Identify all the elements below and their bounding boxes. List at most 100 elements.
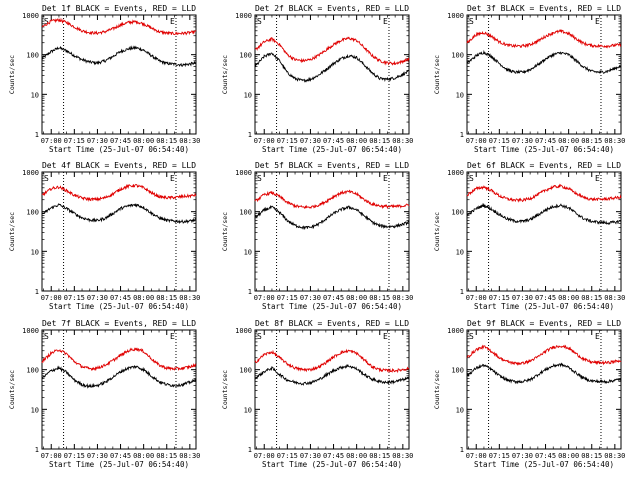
y-tick-label: 1000 [447, 327, 464, 335]
y-tick-label: 100 [239, 209, 252, 217]
y-tick-label: 1 [460, 288, 464, 296]
x-tick-label: 07:00 [466, 294, 487, 302]
panel-title: Det 6f BLACK = Events, RED = LLD [467, 161, 621, 170]
y-tick-label: 1000 [235, 327, 252, 335]
panel-6: Det 6f BLACK = Events, RED = LLD 1 10 100 10… [433, 161, 625, 311]
lld-series-line [41, 17, 197, 36]
x-axis-label: Start Time (25-Jul-07 06:54:40) [474, 302, 614, 311]
start-marker: S [44, 332, 49, 341]
y-tick-label: 1 [35, 131, 39, 139]
x-tick-label: 07:00 [466, 452, 487, 460]
x-tick-label: 08:30 [604, 137, 625, 145]
start-marker: S [257, 17, 262, 26]
x-tick-label: 07:15 [64, 137, 85, 145]
start-marker: S [44, 17, 49, 26]
events-series-line [466, 49, 622, 75]
x-tick-label: 07:15 [277, 294, 298, 302]
panel-title: Det 7f BLACK = Events, RED = LLD [42, 319, 196, 328]
plot-frame [41, 329, 197, 450]
y-tick-label: 100 [451, 52, 464, 60]
end-marker: E [170, 17, 175, 26]
x-axis-label: Start Time (25-Jul-07 06:54:40) [262, 145, 402, 154]
x-tick-label: 07:15 [64, 452, 85, 460]
panel-title: Det 3f BLACK = Events, RED = LLD [467, 4, 621, 13]
y-tick-label: 1000 [22, 327, 39, 335]
x-tick-label: 08:15 [156, 452, 177, 460]
x-tick-label: 07:45 [110, 137, 131, 145]
events-series-line [41, 365, 197, 389]
plot-frame [466, 329, 622, 450]
y-tick-label: 1000 [235, 169, 252, 177]
panel-title: Det 5f BLACK = Events, RED = LLD [255, 161, 409, 170]
x-tick-label: 08:30 [179, 294, 200, 302]
y-tick-label: 10 [244, 248, 252, 256]
plot-frame [254, 329, 410, 450]
plot-frame [466, 171, 622, 292]
y-tick-label: 100 [26, 209, 39, 217]
x-tick-label: 07:30 [300, 137, 321, 145]
end-marker: E [595, 332, 600, 341]
plot-frame [41, 171, 197, 292]
x-tick-label: 07:30 [512, 452, 533, 460]
y-tick-label: 1 [35, 288, 39, 296]
y-tick-label: 1 [248, 288, 252, 296]
y-tick-label: 1000 [447, 12, 464, 20]
y-tick-label: 100 [26, 367, 39, 375]
y-axis-label: Counts/sec [8, 370, 16, 409]
start-marker: S [257, 332, 262, 341]
x-tick-label: 08:30 [179, 452, 200, 460]
y-tick-label: 10 [244, 406, 252, 414]
y-axis-label: Counts/sec [221, 370, 229, 409]
y-tick-label: 1000 [22, 12, 39, 20]
start-marker: S [469, 332, 474, 341]
plot-frame [41, 14, 197, 135]
y-tick-label: 1 [460, 446, 464, 454]
x-tick-label: 07:30 [512, 137, 533, 145]
x-tick-label: 08:30 [179, 137, 200, 145]
x-tick-label: 08:00 [133, 294, 154, 302]
start-marker: S [469, 174, 474, 183]
start-marker: S [44, 174, 49, 183]
end-marker: E [383, 332, 388, 341]
events-series-line [41, 202, 197, 225]
lld-series-line [254, 36, 410, 66]
y-tick-label: 1 [248, 446, 252, 454]
x-tick-label: 07:15 [277, 137, 298, 145]
x-axis-label: Start Time (25-Jul-07 06:54:40) [474, 145, 614, 154]
panel-title: Det 8f BLACK = Events, RED = LLD [255, 319, 409, 328]
x-axis-label: Start Time (25-Jul-07 06:54:40) [474, 460, 614, 469]
end-marker: E [595, 174, 600, 183]
x-tick-label: 08:15 [581, 452, 602, 460]
x-tick-label: 07:00 [41, 452, 62, 460]
end-marker: E [383, 17, 388, 26]
panel-title: Det 9f BLACK = Events, RED = LLD [467, 319, 621, 328]
events-series-line [466, 202, 622, 226]
x-tick-label: 08:15 [581, 294, 602, 302]
panel-8: Det 8f BLACK = Events, RED = LLD 1 10 100 10… [221, 319, 413, 469]
lld-series-line [466, 28, 622, 49]
x-tick-label: 07:00 [254, 294, 275, 302]
lld-series-line [254, 189, 410, 210]
y-axis-label: Counts/sec [433, 370, 441, 409]
end-marker: E [595, 17, 600, 26]
y-tick-label: 100 [239, 367, 252, 375]
x-tick-label: 07:15 [64, 294, 85, 302]
plot-frame [466, 14, 622, 135]
x-axis-label: Start Time (25-Jul-07 06:54:40) [49, 145, 189, 154]
y-tick-label: 10 [31, 91, 39, 99]
x-tick-label: 08:00 [558, 137, 579, 145]
events-series-line [41, 45, 197, 68]
y-axis-label: Counts/sec [8, 55, 16, 94]
x-tick-label: 08:15 [369, 452, 390, 460]
x-tick-label: 07:15 [489, 294, 510, 302]
x-tick-label: 07:00 [466, 137, 487, 145]
lld-series-line [254, 348, 410, 374]
x-tick-label: 07:30 [87, 294, 108, 302]
events-series-line [466, 362, 622, 385]
x-tick-label: 08:00 [346, 294, 367, 302]
x-tick-label: 08:15 [369, 137, 390, 145]
y-tick-label: 1 [35, 446, 39, 454]
x-axis-label: Start Time (25-Jul-07 06:54:40) [49, 302, 189, 311]
y-axis-label: Counts/sec [221, 212, 229, 251]
